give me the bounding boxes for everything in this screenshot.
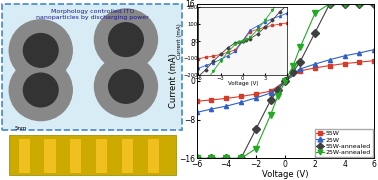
Circle shape bbox=[23, 73, 58, 107]
X-axis label: Voltage (V): Voltage (V) bbox=[262, 170, 309, 179]
FancyBboxPatch shape bbox=[45, 139, 56, 173]
25W bbox=[313, 63, 317, 65]
FancyBboxPatch shape bbox=[70, 139, 82, 173]
Y-axis label: Current (mA): Current (mA) bbox=[169, 54, 178, 108]
Circle shape bbox=[23, 33, 58, 67]
55W-annealed bbox=[194, 157, 199, 159]
55W-annealed bbox=[283, 80, 288, 82]
Line: 55W: 55W bbox=[194, 59, 376, 103]
55W-annealed bbox=[254, 128, 258, 130]
25W bbox=[283, 80, 288, 82]
25W-annealed bbox=[291, 65, 295, 68]
25W-annealed bbox=[194, 157, 199, 159]
25W bbox=[357, 52, 362, 54]
55W bbox=[327, 64, 332, 67]
55W-annealed bbox=[239, 157, 243, 159]
55W-annealed bbox=[298, 60, 302, 63]
Line: 25W: 25W bbox=[194, 48, 376, 114]
Legend: 55W, 25W, 55W-annealed, 25W-annealed: 55W, 25W, 55W-annealed, 25W-annealed bbox=[314, 129, 373, 157]
55W bbox=[283, 80, 288, 82]
55W bbox=[313, 67, 317, 69]
55W-annealed bbox=[313, 31, 317, 34]
25W-annealed bbox=[276, 94, 280, 97]
55W bbox=[209, 99, 214, 101]
25W-annealed bbox=[224, 157, 228, 159]
55W-annealed bbox=[357, 3, 362, 5]
Circle shape bbox=[9, 20, 72, 81]
55W-annealed bbox=[372, 3, 376, 5]
25W bbox=[298, 68, 302, 70]
55W bbox=[224, 97, 228, 100]
FancyBboxPatch shape bbox=[148, 139, 159, 173]
25W bbox=[209, 108, 214, 110]
Line: 25W-annealed: 25W-annealed bbox=[193, 0, 378, 162]
FancyBboxPatch shape bbox=[9, 135, 176, 175]
25W-annealed bbox=[372, 3, 376, 5]
25W-annealed bbox=[313, 12, 317, 14]
Circle shape bbox=[108, 23, 143, 56]
FancyBboxPatch shape bbox=[96, 139, 107, 173]
Text: Morphology controlled ITO
nanoparticles by discharging power: Morphology controlled ITO nanoparticles … bbox=[36, 9, 149, 20]
Circle shape bbox=[9, 59, 72, 121]
25W bbox=[194, 111, 199, 114]
55W-annealed bbox=[276, 89, 280, 91]
FancyBboxPatch shape bbox=[122, 139, 133, 173]
25W-annealed bbox=[254, 148, 258, 150]
25W bbox=[372, 48, 376, 51]
55W-annealed bbox=[209, 157, 214, 159]
Circle shape bbox=[108, 69, 143, 103]
Circle shape bbox=[94, 9, 157, 70]
25W-annealed bbox=[283, 80, 288, 82]
25W bbox=[254, 97, 258, 99]
55W bbox=[239, 95, 243, 98]
25W-annealed bbox=[342, 3, 347, 5]
55W bbox=[372, 60, 376, 62]
25W-annealed bbox=[327, 3, 332, 5]
25W bbox=[342, 55, 347, 57]
25W bbox=[224, 105, 228, 107]
25W-annealed bbox=[357, 3, 362, 5]
55W bbox=[268, 90, 273, 92]
55W-annealed bbox=[342, 3, 347, 5]
55W bbox=[254, 93, 258, 95]
25W-annealed bbox=[209, 157, 214, 159]
55W bbox=[357, 61, 362, 63]
25W-annealed bbox=[298, 46, 302, 48]
55W bbox=[342, 62, 347, 65]
55W-annealed bbox=[224, 157, 228, 159]
55W-annealed bbox=[291, 71, 295, 73]
FancyBboxPatch shape bbox=[2, 4, 181, 130]
25W-annealed bbox=[268, 114, 273, 116]
25W bbox=[327, 59, 332, 61]
FancyBboxPatch shape bbox=[19, 139, 29, 173]
Line: 55W-annealed: 55W-annealed bbox=[194, 1, 377, 161]
Circle shape bbox=[94, 56, 157, 117]
25W-annealed bbox=[239, 157, 243, 159]
25W bbox=[268, 92, 273, 94]
Text: 5nm: 5nm bbox=[15, 126, 27, 131]
55W-annealed bbox=[268, 99, 273, 101]
55W-annealed bbox=[327, 3, 332, 5]
25W bbox=[239, 101, 243, 103]
55W bbox=[194, 100, 199, 102]
55W bbox=[298, 70, 302, 72]
